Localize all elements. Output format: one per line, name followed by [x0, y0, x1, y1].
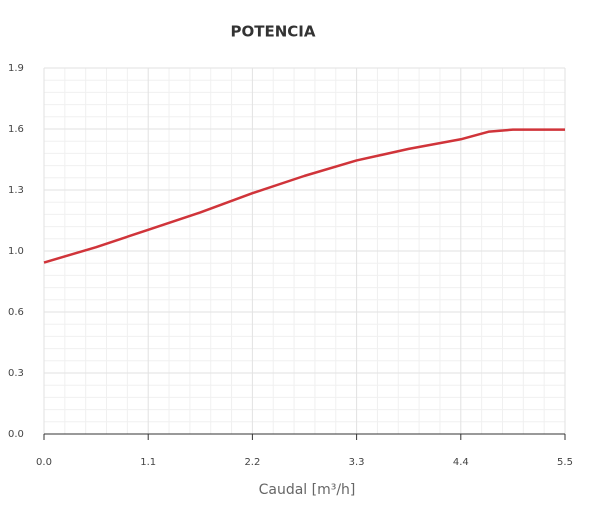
- y-tick-label: 0.0: [8, 429, 24, 440]
- x-tick-label: 4.4: [453, 457, 469, 468]
- chart-title: POTENCIA: [231, 23, 316, 41]
- y-tick-label: 1.0: [8, 246, 24, 257]
- data-line: [43, 128, 565, 264]
- x-tick-label: 3.3: [349, 457, 365, 468]
- y-tick-label: 1.3: [8, 185, 24, 196]
- y-tick-label: 1.9: [8, 63, 24, 74]
- x-tick-label: 0.0: [36, 457, 52, 468]
- x-tick-label: 5.5: [557, 457, 573, 468]
- x-tick-label: 2.2: [244, 457, 260, 468]
- y-tick-label: 0.6: [8, 307, 24, 318]
- y-tick-label: 1.6: [8, 124, 24, 135]
- x-axis-label: Caudal [m³/h]: [259, 482, 356, 498]
- x-tick-label: 1.1: [140, 457, 156, 468]
- y-tick-label: 0.3: [8, 368, 24, 379]
